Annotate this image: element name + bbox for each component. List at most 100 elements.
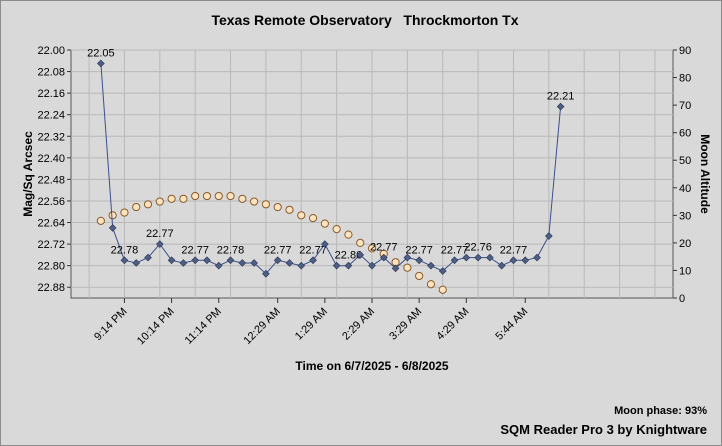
credit-text: SQM Reader Pro 3 by Knightware xyxy=(500,422,707,437)
sqm-point xyxy=(379,253,388,262)
x-tick-label: 10:14 PM xyxy=(135,306,177,348)
sqm-data-label: 22.77 xyxy=(500,244,528,256)
moon-altitude-point xyxy=(179,194,188,203)
sqm-point xyxy=(155,240,164,248)
moon-altitude-point xyxy=(403,263,412,272)
sqm-point xyxy=(309,256,317,265)
y-right-tick-label: 90 xyxy=(679,45,691,57)
moon-altitude-point xyxy=(143,200,153,209)
sqm-data-label: 22.77 xyxy=(370,242,398,254)
sqm-point xyxy=(450,256,459,265)
moon-altitude-point xyxy=(226,191,235,201)
sqm-point xyxy=(285,259,294,267)
sqm-point xyxy=(321,240,329,248)
y-right-tick-label: 10 xyxy=(679,265,691,277)
y-left-tick-label: 22.80 xyxy=(37,261,65,273)
moon-altitude-point xyxy=(297,211,306,220)
y-right-tick-label: 60 xyxy=(679,128,691,140)
y-left-tick-label: 22.40 xyxy=(37,153,65,165)
y-left-tick-label: 22.16 xyxy=(37,88,65,100)
moon-altitude-point xyxy=(132,202,141,212)
x-tick-label: 4:29 AM xyxy=(434,306,471,343)
sqm-point xyxy=(167,256,176,265)
moon-altitude-point xyxy=(308,213,318,223)
y-left-tick-label: 22.56 xyxy=(37,196,65,208)
moon-altitude-point xyxy=(426,280,436,289)
sqm-point xyxy=(214,261,223,270)
x-tick-label: 3:29 AM xyxy=(387,306,424,343)
sqm-data-label: 22.77 xyxy=(146,228,174,240)
sqm-point xyxy=(191,256,199,265)
moon-altitude-point xyxy=(367,244,377,253)
sqm-point xyxy=(262,269,270,278)
moon-altitude-point xyxy=(320,219,329,228)
moon-altitude-point xyxy=(438,285,447,294)
sqm-point xyxy=(545,232,553,240)
sqm-data-label: 22.78 xyxy=(111,244,139,256)
chart-title: Texas Remote Observatory Throckmorton Tx xyxy=(211,12,518,28)
sqm-point xyxy=(203,256,211,265)
moon-altitude-point xyxy=(415,271,424,281)
sqm-point xyxy=(474,253,482,262)
sqm-data-label: 22.80 xyxy=(335,250,363,262)
sqm-point xyxy=(509,256,518,265)
sqm-point xyxy=(427,261,435,270)
sqm-data-label: 22.77 xyxy=(264,244,292,256)
sqm-point xyxy=(556,102,565,111)
x-tick-label: 5:44 AM xyxy=(493,306,530,343)
y-left-tick-label: 22.72 xyxy=(37,239,65,251)
moon-altitude-point xyxy=(332,225,341,234)
x-axis-label: Time on 6/7/2025 - 6/8/2025 xyxy=(295,359,449,373)
sqm-point xyxy=(391,264,400,273)
sqm-point xyxy=(368,261,376,270)
y-left-tick-label: 22.08 xyxy=(37,67,65,79)
moon-altitude-point xyxy=(356,238,365,247)
y-left-tick-label: 22.64 xyxy=(37,218,65,230)
sqm-point xyxy=(132,259,141,267)
y-axis-right-label: Moon Altitude xyxy=(698,134,712,214)
moon-altitude-point xyxy=(273,202,282,212)
sqm-point xyxy=(344,261,353,270)
sqm-point xyxy=(226,256,235,265)
x-tick-label: 2:29 AM xyxy=(340,306,377,343)
y-right-tick-label: 20 xyxy=(679,238,691,250)
moon-altitude-point xyxy=(344,230,353,239)
y-right-tick-label: 80 xyxy=(679,73,691,85)
x-tick-label: 1:29 AM xyxy=(293,306,330,343)
x-axis: 9:14 PM 10:14 PM 11:14 PM 12:29 AM 1:29 AM 2:… xyxy=(92,298,530,347)
x-tick-label: 12:29 AM xyxy=(241,306,282,347)
y-right-tick-label: 70 xyxy=(679,100,691,112)
sqm-point xyxy=(438,267,447,275)
sqm-point xyxy=(462,253,471,262)
sqm-point xyxy=(332,261,341,270)
sqm-point xyxy=(497,261,506,270)
sqm-data-label: 22.76 xyxy=(464,242,492,254)
plot-grid xyxy=(71,49,673,298)
moon-phase-text: Moon phase: 93% xyxy=(614,405,707,417)
sqm-data-label: 22.05 xyxy=(87,47,115,59)
sqm-point xyxy=(297,261,306,270)
moon-altitude-point xyxy=(261,200,271,209)
sqm-data-label: 22.77 xyxy=(405,244,433,256)
sqm-data-label: 22.77 xyxy=(181,244,209,256)
sqm-data-label: 22.21 xyxy=(547,91,575,103)
y-right-tick-label: 0 xyxy=(679,293,685,305)
sqm-point xyxy=(179,259,188,267)
moon-altitude-point xyxy=(96,216,105,225)
sqm-point xyxy=(108,224,117,232)
y-left-tick-label: 22.32 xyxy=(37,131,65,143)
sky-brightness-series: 22.05 22.78 22.77 22.77 22.78 22.77 22.77 22.80… xyxy=(87,47,575,278)
moon-altitude-point xyxy=(120,208,129,217)
moon-altitude-point xyxy=(202,191,212,201)
sqm-point xyxy=(250,259,258,267)
x-tick-label: 11:14 PM xyxy=(183,306,224,347)
sqm-point xyxy=(403,253,412,262)
moon-altitude-point xyxy=(238,194,247,203)
sqm-point xyxy=(521,256,530,265)
sqm-point xyxy=(144,253,152,262)
sqm-data-label: 22.78 xyxy=(217,244,245,256)
y-left-tick-label: 22.48 xyxy=(37,174,65,186)
sqm-point xyxy=(273,256,282,265)
moon-altitude-point xyxy=(250,197,259,206)
